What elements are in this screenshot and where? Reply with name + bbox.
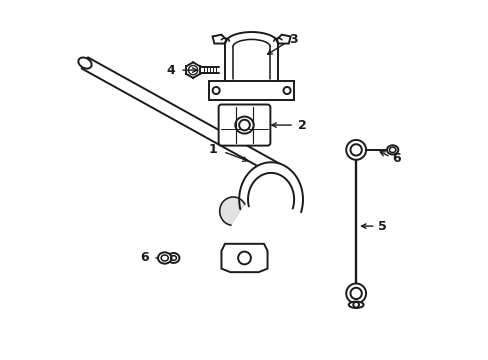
Text: 1: 1 — [208, 143, 217, 156]
Polygon shape — [276, 35, 290, 44]
Text: 4: 4 — [166, 64, 175, 77]
Circle shape — [346, 140, 366, 160]
Polygon shape — [221, 244, 267, 272]
Text: 5: 5 — [378, 220, 386, 233]
Text: 6: 6 — [392, 152, 401, 165]
Ellipse shape — [235, 117, 253, 134]
Polygon shape — [239, 162, 303, 212]
Polygon shape — [212, 35, 226, 44]
Ellipse shape — [167, 253, 179, 263]
Text: 2: 2 — [298, 118, 306, 131]
Ellipse shape — [348, 302, 363, 308]
Ellipse shape — [78, 58, 91, 68]
Text: 6: 6 — [140, 252, 148, 265]
Polygon shape — [81, 58, 283, 177]
Text: 3: 3 — [288, 33, 297, 46]
Polygon shape — [209, 81, 293, 100]
FancyBboxPatch shape — [218, 104, 270, 145]
Ellipse shape — [386, 145, 398, 154]
Ellipse shape — [158, 252, 171, 264]
Circle shape — [239, 120, 249, 130]
Polygon shape — [219, 197, 244, 225]
Circle shape — [346, 283, 366, 303]
